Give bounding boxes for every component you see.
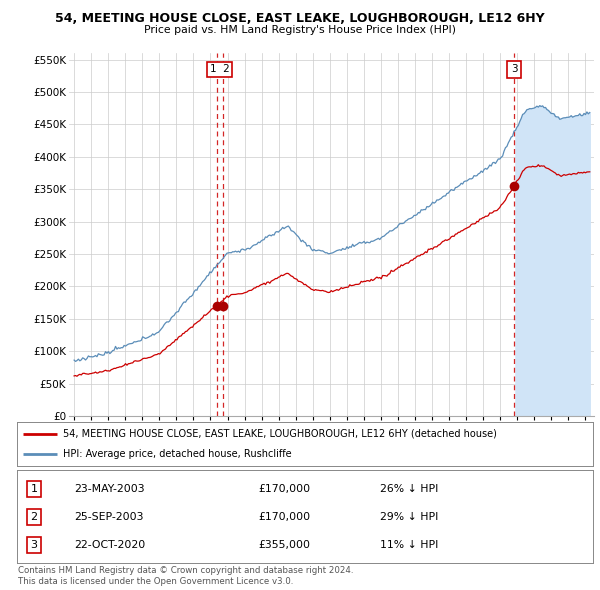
Text: 54, MEETING HOUSE CLOSE, EAST LEAKE, LOUGHBOROUGH, LE12 6HY: 54, MEETING HOUSE CLOSE, EAST LEAKE, LOU… — [55, 12, 545, 25]
Text: 1  2: 1 2 — [210, 64, 230, 74]
Text: This data is licensed under the Open Government Licence v3.0.: This data is licensed under the Open Gov… — [18, 577, 293, 586]
Text: 3: 3 — [31, 540, 38, 550]
Text: 22-OCT-2020: 22-OCT-2020 — [74, 540, 146, 550]
Text: 3: 3 — [511, 64, 517, 74]
Text: 2: 2 — [31, 512, 38, 522]
Text: HPI: Average price, detached house, Rushcliffe: HPI: Average price, detached house, Rush… — [63, 449, 292, 459]
Text: 1: 1 — [31, 484, 38, 494]
Text: Price paid vs. HM Land Registry's House Price Index (HPI): Price paid vs. HM Land Registry's House … — [144, 25, 456, 35]
Text: 26% ↓ HPI: 26% ↓ HPI — [380, 484, 438, 494]
Text: £170,000: £170,000 — [259, 484, 311, 494]
Text: 11% ↓ HPI: 11% ↓ HPI — [380, 540, 438, 550]
Text: Contains HM Land Registry data © Crown copyright and database right 2024.: Contains HM Land Registry data © Crown c… — [18, 566, 353, 575]
Text: 29% ↓ HPI: 29% ↓ HPI — [380, 512, 438, 522]
Text: £170,000: £170,000 — [259, 512, 311, 522]
Text: 54, MEETING HOUSE CLOSE, EAST LEAKE, LOUGHBOROUGH, LE12 6HY (detached house): 54, MEETING HOUSE CLOSE, EAST LEAKE, LOU… — [63, 429, 497, 439]
Text: 23-MAY-2003: 23-MAY-2003 — [74, 484, 145, 494]
Text: £355,000: £355,000 — [259, 540, 311, 550]
Text: 25-SEP-2003: 25-SEP-2003 — [74, 512, 144, 522]
